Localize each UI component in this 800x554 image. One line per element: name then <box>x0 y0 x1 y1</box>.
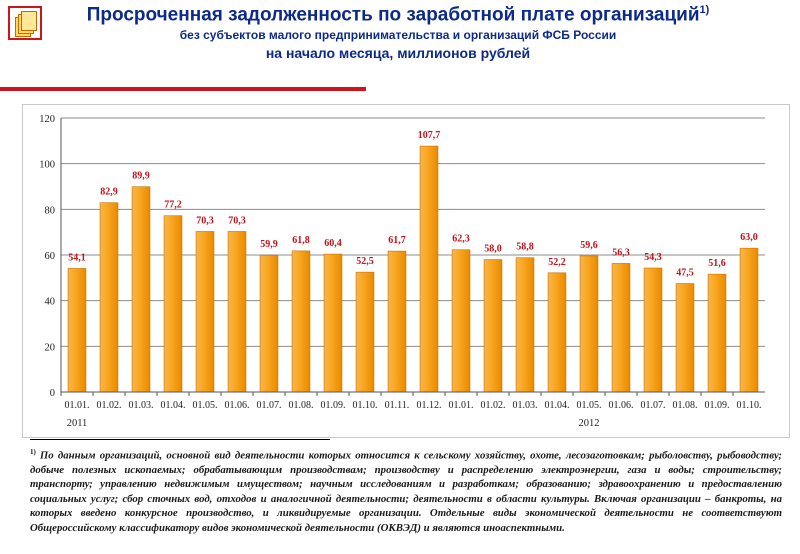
document-stack-icon[interactable] <box>8 6 42 40</box>
footnote: 1) По данным организаций, основной вид де… <box>30 445 782 535</box>
data-label: 54,1 <box>68 252 86 263</box>
data-label: 60,4 <box>324 238 342 249</box>
bar <box>579 255 599 393</box>
page-units: на начало месяца, миллионов рублей <box>265 45 531 62</box>
bar <box>163 215 183 393</box>
bar <box>419 145 439 393</box>
bar <box>515 257 535 393</box>
x-tick-label: 01.03. <box>129 400 154 411</box>
header: Просроченная задолженность по заработной… <box>48 4 748 61</box>
bar <box>195 231 215 393</box>
bar <box>227 231 247 393</box>
x-tick-label: 01.08. <box>289 400 314 411</box>
x-tick-label: 01.05. <box>577 400 602 411</box>
data-label: 77,2 <box>164 200 182 211</box>
data-label: 52,2 <box>548 257 566 268</box>
data-label: 70,3 <box>196 215 214 226</box>
bar <box>707 273 727 393</box>
x-tick-label: 01.10. <box>353 400 378 411</box>
x-tick-label: 01.09. <box>321 400 346 411</box>
chart-bars: 54,1 82,9 89,9 77,2 70,3 70,3 59,9 61,8 60,4 52,5… <box>67 130 759 393</box>
y-tick-label: 80 <box>45 205 56 216</box>
sheet-shape <box>21 11 37 31</box>
year-label: 2011 <box>67 418 88 429</box>
data-label: 107,7 <box>418 130 441 141</box>
y-tick-label: 40 <box>45 297 56 308</box>
x-tick-label: 01.02. <box>97 400 122 411</box>
x-tick-label: 01.03. <box>513 400 538 411</box>
data-label: 47,5 <box>676 268 694 279</box>
data-label: 62,3 <box>452 234 470 245</box>
x-tick-label: 01.06. <box>225 400 250 411</box>
bar <box>451 249 471 393</box>
bar <box>739 247 759 393</box>
bar <box>291 250 311 393</box>
data-label: 70,3 <box>228 215 246 226</box>
bar <box>131 186 151 393</box>
title-footnote-marker: 1) <box>699 4 710 16</box>
data-label: 58,8 <box>516 242 534 253</box>
x-tick-label: 01.02. <box>481 400 506 411</box>
bar <box>99 202 119 393</box>
bar <box>547 272 567 393</box>
y-tick-label: 20 <box>45 342 56 353</box>
data-label: 59,6 <box>580 240 598 251</box>
data-label: 54,3 <box>644 252 662 263</box>
x-tick-label: 01.09. <box>705 400 730 411</box>
x-tick-label: 01.08. <box>673 400 698 411</box>
chart-axes: 0 20 40 60 80 100 120 01.01. 01.02. 01.03. 01.04. 0… <box>39 114 765 429</box>
data-label: 61,8 <box>292 235 310 246</box>
x-tick-label: 01.04. <box>161 400 186 411</box>
y-tick-label: 100 <box>39 160 55 171</box>
data-label: 56,3 <box>612 247 630 258</box>
x-tick-label: 01.05. <box>193 400 218 411</box>
footnote-marker: 1) <box>30 448 36 456</box>
data-label: 59,9 <box>260 239 278 250</box>
data-label: 61,7 <box>388 235 406 246</box>
x-tick-label: 01.06. <box>609 400 634 411</box>
data-label: 51,6 <box>708 258 726 269</box>
x-tick-label: 01.10. <box>737 400 762 411</box>
bar <box>259 254 279 393</box>
x-tick-label: 01.01. <box>65 400 90 411</box>
red-divider <box>0 87 366 91</box>
x-tick-label: 01.11. <box>385 400 410 411</box>
data-label: 89,9 <box>132 171 150 182</box>
y-tick-label: 60 <box>45 251 56 262</box>
bar <box>387 250 407 393</box>
x-tick-label: 01.07. <box>641 400 666 411</box>
x-tick-label: 01.01. <box>449 400 474 411</box>
page-subtitle: без субъектов малого предпринимательства… <box>179 28 617 43</box>
data-label: 52,5 <box>356 256 374 267</box>
bar <box>483 259 503 393</box>
bar <box>611 263 631 393</box>
bar <box>643 267 663 393</box>
bar <box>323 253 343 393</box>
page-title: Просроченная задолженность по заработной… <box>48 4 748 26</box>
x-tick-label: 01.07. <box>257 400 282 411</box>
footnote-divider <box>30 439 330 440</box>
footnote-text: По данным организаций, основной вид деят… <box>30 449 782 534</box>
data-label: 58,0 <box>484 244 502 255</box>
data-label: 63,0 <box>740 232 758 243</box>
chart-svg: 54,1 82,9 89,9 77,2 70,3 70,3 59,9 61,8 60,4 52,5… <box>39 114 765 429</box>
bar <box>675 283 695 393</box>
bar <box>355 271 375 393</box>
year-label: 2012 <box>579 418 600 429</box>
x-tick-label: 01.12. <box>417 400 442 411</box>
y-tick-label: 120 <box>39 114 55 125</box>
data-label: 82,9 <box>100 187 118 198</box>
bar-chart: 54,1 82,9 89,9 77,2 70,3 70,3 59,9 61,8 60,4 52,5… <box>22 104 790 438</box>
title-text: Просроченная задолженность по заработной… <box>86 4 700 26</box>
y-tick-label: 0 <box>50 388 55 399</box>
bar <box>67 268 87 393</box>
x-tick-label: 01.04. <box>545 400 570 411</box>
